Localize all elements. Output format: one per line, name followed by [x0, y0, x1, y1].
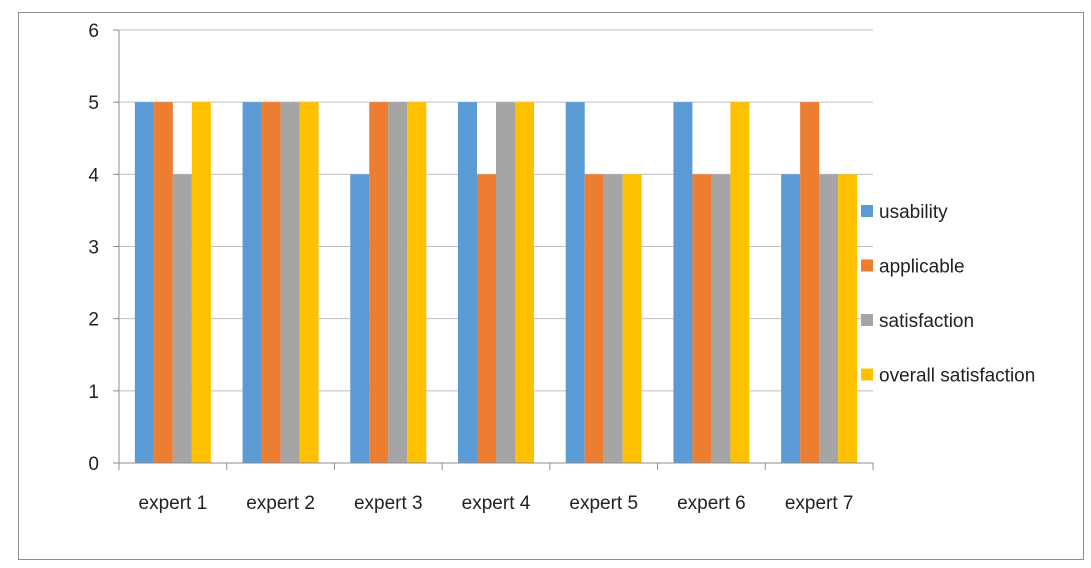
bar-applicable-1 — [153, 102, 173, 464]
bar-applicable-4 — [477, 174, 496, 464]
legend-label-satisfaction: satisfaction — [879, 311, 974, 332]
legend-label-usability: usability — [879, 202, 948, 223]
bar-satisfaction-5 — [603, 174, 623, 464]
bar-satisfaction-6 — [711, 174, 731, 464]
x-tick-label: expert 2 — [246, 493, 315, 514]
x-tick-label: expert 6 — [677, 493, 746, 514]
bar-usability-5 — [565, 102, 585, 464]
bar-applicable-6 — [692, 174, 712, 464]
bar-overall-satisfaction-1 — [191, 102, 211, 464]
legend-swatch-usability — [861, 205, 873, 217]
legend: usability applicable satisfaction overall s… — [861, 202, 1035, 387]
legend-swatch-applicable — [861, 259, 873, 272]
bar-overall-satisfaction-4 — [515, 102, 534, 464]
bar-applicable-7 — [800, 102, 820, 464]
legend-swatch-satisfaction — [861, 314, 873, 326]
bars — [134, 102, 858, 464]
legend-swatch-overall-satisfaction — [861, 368, 873, 381]
bar-overall-satisfaction-3 — [407, 102, 427, 464]
x-axis-ticks: expert 1 expert 2 expert 3 expert 4 expert 5… — [118, 463, 874, 514]
x-tick-label: expert 5 — [569, 493, 638, 514]
x-tick-label: expert 7 — [785, 493, 854, 514]
y-tick-label: 6 — [88, 21, 99, 42]
x-tick-label: expert 3 — [354, 493, 423, 514]
bar-usability-7 — [781, 174, 801, 464]
bar-satisfaction-7 — [819, 174, 839, 464]
bar-usability-2 — [242, 102, 262, 464]
bar-satisfaction-3 — [388, 102, 408, 464]
bar-satisfaction-4 — [496, 102, 515, 464]
bar-usability-4 — [458, 102, 477, 464]
y-tick-label: 3 — [88, 238, 99, 259]
y-tick-label: 1 — [88, 382, 99, 403]
chart-frame — [18, 12, 1084, 560]
bar-overall-satisfaction-2 — [299, 102, 319, 464]
bar-applicable-3 — [369, 102, 389, 464]
y-tick-label: 0 — [88, 454, 99, 475]
y-tick-label: 2 — [88, 310, 99, 331]
legend-label-applicable: applicable — [879, 257, 965, 278]
x-tick-label: expert 4 — [462, 493, 531, 514]
legend-label-overall-satisfaction: overall satisfaction — [879, 366, 1035, 387]
bar-satisfaction-2 — [280, 102, 300, 464]
bar-overall-satisfaction-7 — [838, 174, 858, 464]
bar-applicable-5 — [584, 174, 604, 464]
y-tick-label: 4 — [88, 165, 99, 186]
bar-overall-satisfaction-5 — [622, 174, 642, 464]
bar-usability-1 — [134, 102, 154, 464]
bar-usability-3 — [350, 174, 370, 464]
bar-satisfaction-1 — [172, 174, 192, 464]
y-tick-label: 5 — [88, 93, 99, 114]
bar-usability-6 — [673, 102, 693, 464]
x-tick-label: expert 1 — [139, 493, 208, 514]
bar-applicable-2 — [261, 102, 281, 464]
y-axis-ticks: 0 1 2 3 4 5 6 — [88, 21, 119, 475]
bar-overall-satisfaction-6 — [730, 102, 750, 464]
